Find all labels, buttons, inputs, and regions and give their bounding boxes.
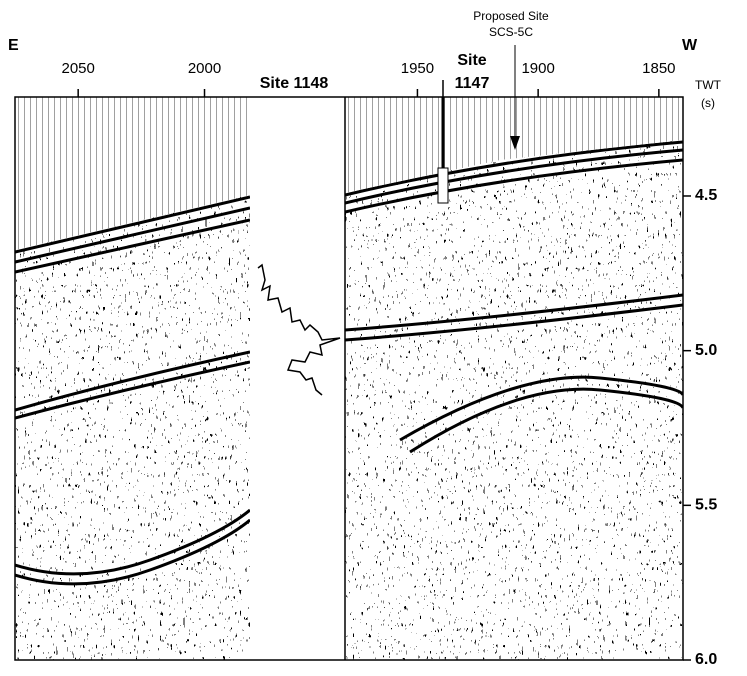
seismic-image bbox=[14, 96, 684, 661]
x-tick-label: 1850 bbox=[642, 60, 675, 77]
log-curve bbox=[257, 263, 341, 396]
y-axis-label: (s) bbox=[701, 96, 715, 110]
x-tick-label: 1900 bbox=[521, 60, 554, 77]
y-axis-label: TWT bbox=[695, 78, 722, 92]
x-tick-label: 2050 bbox=[61, 60, 94, 77]
arrow-head bbox=[510, 136, 520, 150]
proposed-site-label: SCS-5C bbox=[489, 25, 533, 39]
y-tick-label: 5.0 bbox=[695, 342, 717, 359]
proposed-site-label: Proposed Site bbox=[473, 9, 549, 23]
y-tick-label: 6.0 bbox=[695, 651, 717, 668]
site-label: 1147 bbox=[455, 75, 490, 92]
west-label: W bbox=[682, 37, 698, 54]
east-label: E bbox=[8, 37, 19, 54]
site-label: Site bbox=[457, 52, 486, 69]
x-tick-label: 1950 bbox=[401, 60, 434, 77]
site-label: Site 1148 bbox=[260, 75, 329, 92]
x-tick-label: 2000 bbox=[188, 60, 221, 77]
y-tick-label: 4.5 bbox=[695, 187, 717, 204]
y-tick-label: 5.5 bbox=[695, 497, 717, 514]
